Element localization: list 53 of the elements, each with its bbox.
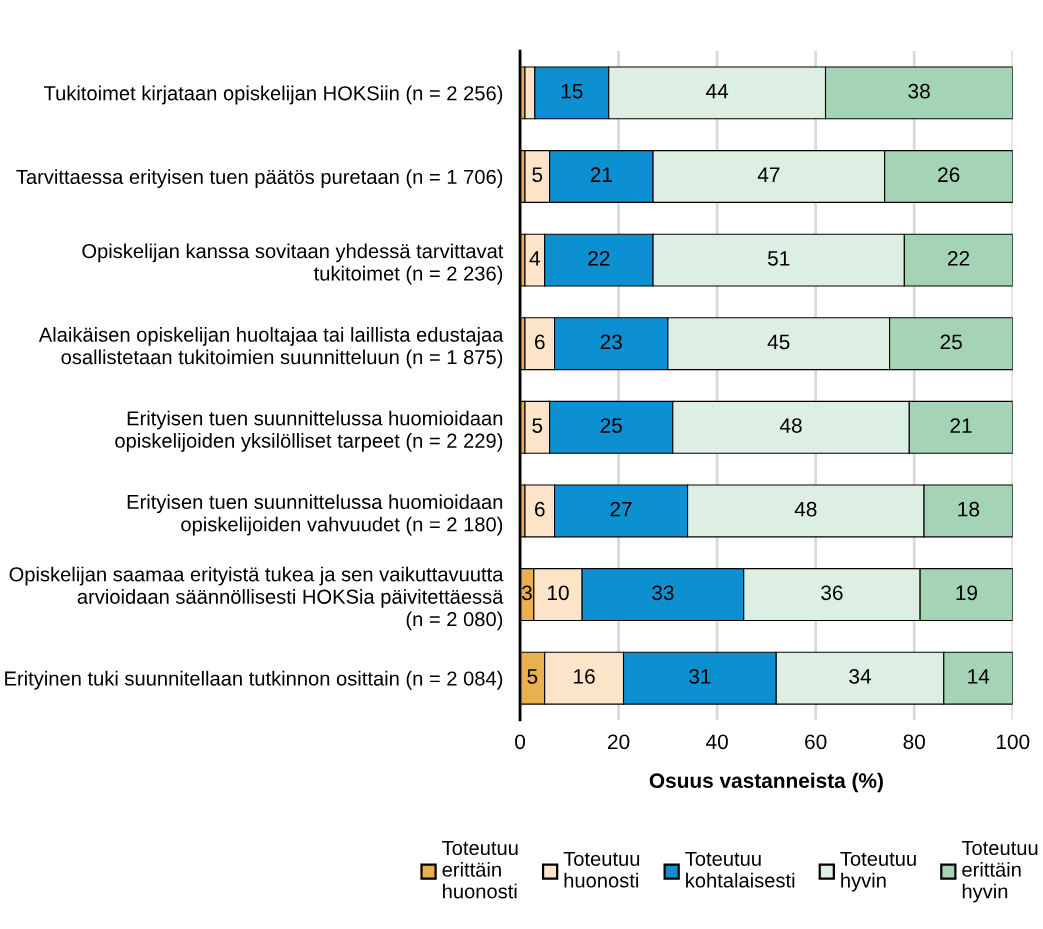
- x-tick-label: 20: [608, 734, 630, 750]
- data-label: 38: [908, 83, 930, 99]
- data-label: 16: [574, 669, 595, 684]
- data-label: 21: [950, 418, 972, 433]
- data-label: 25: [600, 418, 622, 433]
- data-label: 21: [590, 167, 612, 182]
- x-tick-label: 100: [996, 734, 1030, 750]
- data-label: 15: [561, 83, 583, 99]
- data-label: 27: [610, 501, 632, 517]
- data-label: 22: [588, 250, 610, 266]
- data-label: 4: [529, 251, 541, 266]
- data-label: 6: [535, 334, 545, 350]
- legend-label: Toteutuu erittäin huonosti: [442, 841, 518, 899]
- legend-label: Toteutuu kohtalaisesti: [685, 851, 795, 888]
- data-label: 5: [527, 669, 538, 684]
- legend-label: Toteutuu erittäin hyvin: [961, 841, 1038, 903]
- y-tick-label: Opiskelijan saamaa erityistä tukea ja sen vaikuttavuutta arvioidaan säännöllisesti HOKSia päivitettäessä (n = 2 080): [9, 566, 504, 631]
- legend-label: Toteutuu hyvin: [840, 851, 916, 892]
- data-label: 45: [767, 334, 790, 350]
- y-tick-label: Tarvittaessa erityisen tuen päätös puretaan (n = 1 706): [16, 169, 503, 188]
- data-label: 23: [600, 334, 622, 350]
- data-label: 26: [938, 167, 960, 183]
- data-label: 3: [521, 585, 532, 601]
- x-tick-label: 40: [706, 734, 728, 750]
- y-tick-label: Opiskelijan kanssa sovitaan yhdessä tarvittavat tukitoimet (n = 2 236): [82, 243, 504, 285]
- data-label: 22: [948, 250, 970, 266]
- data-label: 48: [794, 501, 817, 517]
- data-label: 25: [940, 334, 962, 350]
- legend-label: Toteutuu huonosti: [563, 851, 640, 888]
- data-label: 14: [968, 669, 990, 684]
- data-label: 48: [779, 418, 802, 433]
- data-label: 5: [532, 167, 543, 183]
- y-tick-label: Tukitoimet kirjataan opiskelijan HOKSiin (n = 2 256): [44, 85, 503, 105]
- y-tick-label: Erityisen tuen suunnittelussa huomioidaan opiskelijoiden yksilölliset tarpeet (n = 2 229): [115, 410, 503, 452]
- y-tick-label: Alaikäisen opiskelijan huoltajaa tai laillista edustajaa osallistetaan tukitoimien suunnitteluun (n = 1 875): [38, 327, 504, 369]
- data-label: 6: [535, 501, 545, 517]
- data-label: 19: [956, 585, 978, 601]
- data-label: 34: [849, 669, 871, 684]
- data-label: 10: [547, 585, 569, 601]
- data-label: 33: [652, 585, 674, 601]
- data-label: 36: [821, 585, 843, 601]
- data-label: 47: [757, 167, 780, 182]
- y-tick-label: Erityinen tuki suunnitellaan tutkinnon osittain (n = 2 084): [5, 670, 503, 690]
- data-label: 51: [767, 251, 790, 266]
- x-axis-title: Osuus vastanneista (%): [649, 772, 883, 793]
- x-tick-label: 0: [515, 734, 526, 750]
- x-tick-label: 60: [805, 734, 827, 750]
- y-tick-label: Erityisen tuen suunnittelussa huomioidaan opiskelijoiden vahvuudet (n = 2 180): [127, 494, 503, 536]
- data-label: 31: [689, 669, 711, 684]
- data-label: 44: [706, 83, 729, 99]
- data-label: 5: [532, 418, 543, 433]
- data-label: 18: [958, 501, 980, 517]
- x-tick-label: 80: [903, 734, 925, 750]
